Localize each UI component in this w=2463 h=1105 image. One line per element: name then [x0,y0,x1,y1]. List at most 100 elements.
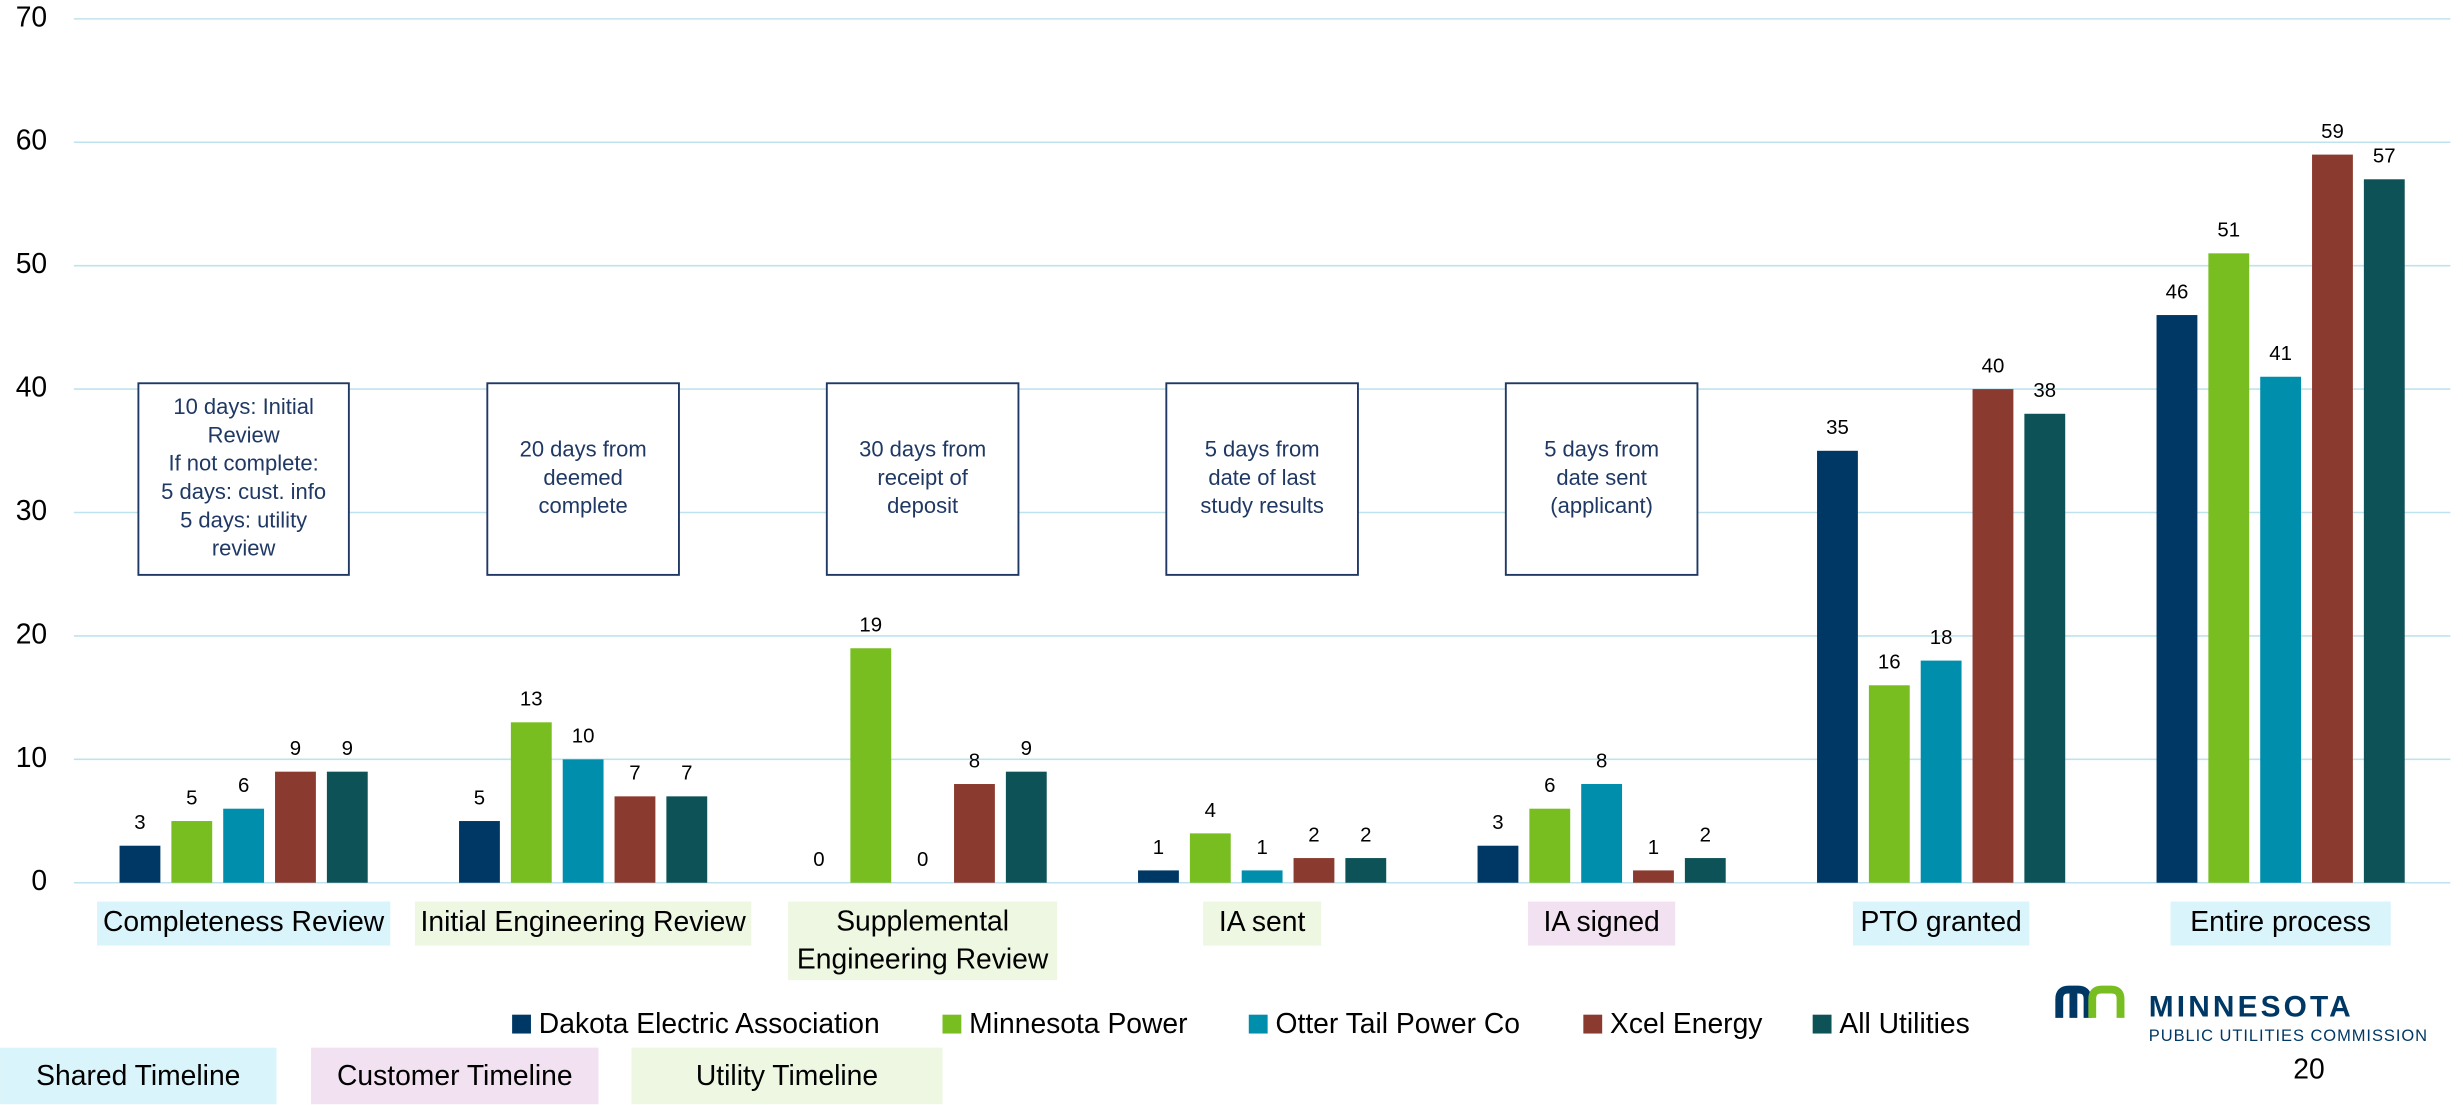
data-label: 3 [134,812,145,834]
bar [2260,376,2302,883]
y-tick-label: 0 [31,864,47,896]
y-tick-label: 50 [16,247,47,279]
bar [1817,450,1858,883]
annotation-text: 20 days from [520,437,647,462]
logo-name: MINNESOTA [2149,990,2354,1023]
y-tick-label: 30 [16,494,47,526]
annotation-text: date sent [1556,465,1646,490]
legend-swatch [942,1014,962,1034]
bar [2208,253,2250,883]
data-label: 4 [1205,800,1216,822]
x-tick-label: Completeness Review [103,905,385,937]
bar [1581,784,1623,883]
annotation-text: receipt of [877,465,968,490]
bar [1477,845,1519,883]
x-tick-label: IA signed [1543,905,1659,937]
annotation-text: 10 days: Initial [173,394,314,419]
legend-label: Otter Tail Power Co [1275,1007,1520,1039]
y-tick-label: 40 [16,371,47,403]
data-label: 9 [342,738,353,760]
y-tick-label: 20 [16,617,47,649]
category-background [414,901,752,946]
annotation-text: 5 days from [1544,437,1659,462]
category-background [97,901,391,946]
bar [2024,413,2066,883]
annotation-text: If not complete: [168,451,318,476]
category-background [2170,901,2391,946]
annotation-box [137,382,350,576]
data-label: 6 [238,775,249,797]
data-label: 7 [681,763,692,785]
legend-swatch [512,1014,531,1034]
legend-swatch [1583,1014,1603,1034]
data-label: 6 [1544,775,1555,797]
bar [954,784,995,883]
data-label: 9 [1021,738,1032,760]
category-background [1528,901,1676,946]
bar [1920,660,1962,883]
x-tick-label: Entire process [2190,905,2371,937]
bar [1293,858,1335,883]
bar [562,759,604,883]
data-label: 57 [2373,146,2396,168]
x-tick-label: Supplemental Engineering Review [797,905,1049,975]
timeline-legend-label: Shared Timeline [36,1059,240,1091]
bar [1345,858,1387,883]
bar [2156,315,2198,883]
bar [1138,870,1179,883]
logo-icon [2055,985,2092,1018]
bar [326,771,368,883]
y-tick-label: 60 [16,124,47,156]
legend-swatch [1248,1014,1268,1034]
data-label: 16 [1878,652,1901,674]
data-label: 2 [1700,824,1711,846]
timeline-legend-box [631,1047,943,1105]
data-label: 38 [2033,380,2056,402]
annotation-text: Review [208,422,280,447]
bar [1189,833,1231,883]
category-background [1203,901,1322,946]
data-label: 59 [2321,121,2344,143]
annotation-text: deposit [887,493,958,518]
bar [1868,685,1910,883]
annotation-text: complete [539,493,628,518]
data-label: 19 [859,615,882,637]
annotation-text: (applicant) [1550,493,1653,518]
annotation-text: review [212,536,276,561]
annotation-text: 5 days: utility [180,507,307,532]
bar [459,821,500,883]
timeline-legend-box [0,1047,277,1105]
annotation-text: date of last [1208,465,1316,490]
bar [1241,870,1283,883]
data-label: 35 [1826,417,1849,439]
bar [1633,870,1674,883]
bar [1684,858,1726,883]
data-label: 5 [474,787,485,809]
data-label: 18 [1930,627,1953,649]
legend-swatch [1812,1014,1832,1034]
data-label: 0 [917,849,928,871]
annotation-text: 5 days from [1205,437,1320,462]
legend-label: Dakota Electric Association [539,1007,880,1039]
page-number: 20 [2293,1053,2324,1085]
annotation-text: deemed [543,465,622,490]
y-tick-label: 10 [16,741,47,773]
data-label: 8 [1596,750,1607,772]
annotation-text: 30 days from [859,437,986,462]
annotation-box [1165,382,1359,576]
annotation-box [825,382,1020,576]
data-label: 7 [629,763,640,785]
legend-label: Minnesota Power [969,1007,1187,1039]
data-label: 51 [2217,220,2240,242]
data-label: 1 [1648,837,1659,859]
data-label: 13 [520,689,543,711]
bar [2312,154,2353,883]
bar [223,808,265,883]
data-label: 10 [572,726,595,748]
bar [1005,771,1047,883]
bar [614,796,656,883]
data-label: 41 [2269,343,2292,365]
x-tick-label: PTO granted [1860,905,2021,937]
legend-label: All Utilities [1839,1007,1969,1039]
